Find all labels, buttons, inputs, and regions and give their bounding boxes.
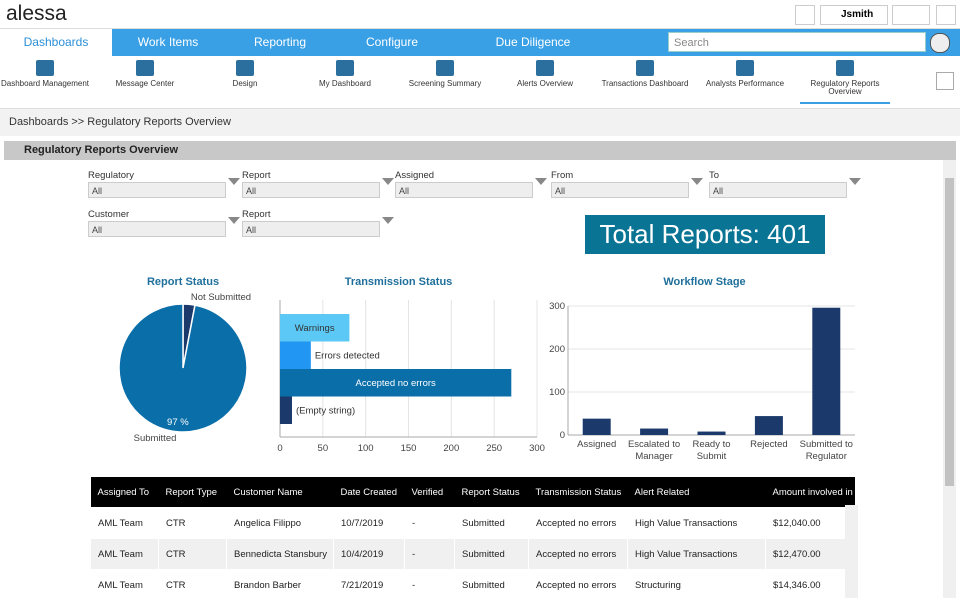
- table-cell: -: [405, 539, 455, 570]
- table-cell: Accepted no errors: [529, 570, 628, 601]
- table-cell: Submitted: [455, 570, 529, 601]
- reports-table: Assigned ToReport TypeCustomer NameDate …: [90, 477, 855, 601]
- table-cell: Submitted: [455, 539, 529, 570]
- table-cell: 10/7/2019: [334, 508, 405, 539]
- chart-title: Transmission Status: [345, 276, 453, 288]
- table-cell: High Value Transactions: [628, 508, 766, 539]
- column-header: Transmission Status: [529, 477, 628, 508]
- column-header: Verified: [405, 477, 455, 508]
- table-row[interactable]: AML TeamCTRBrandon Barber7/21/2019-Submi…: [91, 570, 855, 601]
- x-tick-label: 300: [529, 443, 545, 454]
- column-header: Alert Related: [628, 477, 766, 508]
- table-cell: CTR: [159, 570, 227, 601]
- table-cell: Accepted no errors: [529, 539, 628, 570]
- pie-value-label: 97 %: [167, 417, 189, 428]
- column-header: Assigned To: [91, 477, 159, 508]
- table-cell: AML Team: [91, 570, 159, 601]
- table-cell: Structuring: [628, 570, 766, 601]
- table-cell: Brandon Barber: [227, 570, 334, 601]
- table-cell: Angelica Filippo: [227, 508, 334, 539]
- table-scrollbar[interactable]: [845, 505, 858, 598]
- y-tick-label: 100: [549, 387, 565, 398]
- x-tick-label: 150: [401, 443, 417, 454]
- table-cell: 10/4/2019: [334, 539, 405, 570]
- x-tick-label: Rejected: [738, 439, 800, 451]
- table-cell: Submitted: [455, 508, 529, 539]
- bar: [640, 429, 668, 435]
- x-tick-label: 100: [358, 443, 374, 454]
- table-cell: Accepted no errors: [529, 508, 628, 539]
- pie-label: Not Submitted: [191, 292, 251, 303]
- bar: [755, 416, 783, 435]
- table-row[interactable]: AML TeamCTRAngelica Filippo10/7/2019-Sub…: [91, 508, 855, 539]
- bar-label: Accepted no errors: [356, 378, 437, 389]
- table-cell: $12,470.00: [766, 539, 855, 570]
- bar-label: Errors detected: [315, 350, 380, 361]
- x-tick-label: 50: [318, 443, 329, 454]
- table-cell: -: [405, 508, 455, 539]
- bar: [280, 397, 292, 425]
- x-tick-label: 200: [443, 443, 459, 454]
- x-tick-label: Escalated to Manager: [623, 439, 685, 463]
- table-cell: CTR: [159, 539, 227, 570]
- column-header: Customer Name: [227, 477, 334, 508]
- table-cell: CTR: [159, 508, 227, 539]
- table-cell: Bennedicta Stansbury: [227, 539, 334, 570]
- column-header: Report Status: [455, 477, 529, 508]
- bar: [583, 419, 611, 435]
- bar-label: Warnings: [295, 323, 335, 334]
- table-cell: -: [405, 570, 455, 601]
- table-cell: 7/21/2019: [334, 570, 405, 601]
- bar: [280, 342, 311, 370]
- column-header: Date Created: [334, 477, 405, 508]
- pie-slice: [119, 304, 247, 432]
- table-cell: $12,040.00: [766, 508, 855, 539]
- x-tick-label: Submitted to Regulator: [795, 439, 857, 463]
- table-row[interactable]: AML TeamCTRBennedicta Stansbury10/4/2019…: [91, 539, 855, 570]
- x-tick-label: 0: [277, 443, 282, 454]
- y-tick-label: 200: [549, 344, 565, 355]
- x-tick-label: Assigned: [566, 439, 628, 451]
- column-header: Report Type: [159, 477, 227, 508]
- table-cell: AML Team: [91, 539, 159, 570]
- y-tick-label: 0: [560, 430, 565, 441]
- bar-label: (Empty string): [296, 405, 355, 416]
- column-header: Amount involved in: [766, 477, 855, 508]
- chart-title: Report Status: [147, 276, 219, 288]
- y-tick-label: 300: [549, 301, 565, 312]
- table-cell: High Value Transactions: [628, 539, 766, 570]
- chart-title: Workflow Stage: [663, 276, 745, 288]
- table-cell: AML Team: [91, 508, 159, 539]
- bar: [812, 308, 840, 435]
- pie-label: Submitted: [134, 433, 177, 444]
- x-tick-label: Ready to Submit: [681, 439, 743, 463]
- table-cell: $14,346.00: [766, 570, 855, 601]
- x-tick-label: 250: [486, 443, 502, 454]
- bar: [698, 432, 726, 435]
